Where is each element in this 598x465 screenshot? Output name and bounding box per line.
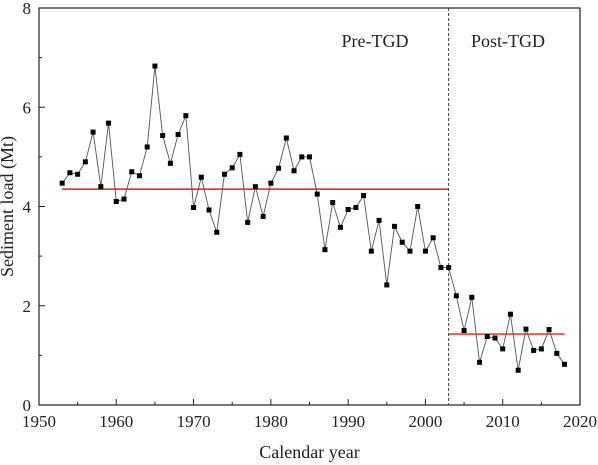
data-point — [477, 359, 483, 365]
x-tick-label: 1980 — [254, 412, 288, 431]
x-tick-label: 1990 — [331, 412, 365, 431]
x-tick-label: 2010 — [486, 412, 520, 431]
x-axis-title: Calendar year — [259, 442, 359, 462]
data-point — [484, 334, 490, 340]
data-point — [307, 154, 312, 160]
y-axis-title: Sediment load (Mt) — [0, 136, 18, 277]
data-point — [167, 160, 173, 166]
data-point — [430, 235, 436, 241]
data-point — [67, 170, 73, 176]
data-point — [337, 224, 343, 230]
data-point — [229, 165, 235, 171]
data-point — [144, 144, 150, 150]
y-tick-label: 6 — [23, 98, 32, 117]
annotation-pre-tgd: Pre-TGD — [342, 31, 409, 51]
mean-lines — [62, 188, 565, 335]
data-point — [237, 151, 243, 157]
series — [59, 63, 568, 373]
data-point — [75, 171, 81, 177]
data-point — [399, 239, 405, 245]
data-point — [206, 207, 212, 213]
data-point — [515, 367, 521, 373]
plot-frame — [38, 7, 581, 406]
plot-border — [38, 7, 581, 406]
data-point — [98, 184, 104, 190]
data-point — [268, 180, 274, 186]
data-point — [183, 113, 189, 119]
data-point — [283, 135, 289, 141]
data-point — [531, 347, 537, 353]
data-point — [538, 346, 544, 352]
y-tick-label: 0 — [23, 396, 32, 415]
data-point — [59, 180, 65, 186]
data-point — [198, 174, 204, 180]
x-tick-label: 2020 — [563, 412, 597, 431]
data-point — [136, 173, 142, 179]
data-point — [245, 219, 251, 225]
data-point — [546, 327, 552, 333]
data-point — [276, 165, 282, 171]
data-point — [129, 169, 135, 175]
data-point — [221, 171, 227, 177]
data-point — [314, 191, 320, 197]
data-point — [82, 159, 88, 165]
data-point — [299, 154, 305, 160]
data-point — [252, 184, 258, 190]
data-point — [469, 294, 475, 300]
series-line — [61, 66, 565, 371]
x-tick-label: 2000 — [408, 412, 442, 431]
data-point — [90, 129, 96, 135]
data-point — [562, 361, 568, 367]
data-point — [106, 120, 112, 126]
data-point — [384, 282, 390, 288]
data-point — [291, 168, 297, 174]
data-point — [368, 248, 374, 254]
data-point — [113, 199, 119, 205]
data-point — [523, 326, 529, 332]
data-point — [345, 206, 351, 212]
data-point — [376, 217, 382, 223]
x-tick-label: 1950 — [22, 412, 56, 431]
data-point — [330, 200, 336, 206]
data-point — [191, 204, 197, 210]
data-point — [353, 204, 359, 210]
data-point — [322, 247, 328, 253]
data-point — [554, 350, 560, 356]
y-axis: 0 2 4 6 8 — [23, 0, 45, 415]
data-point — [507, 311, 513, 317]
data-point — [453, 293, 459, 299]
data-point — [392, 223, 398, 229]
data-point — [415, 204, 421, 209]
data-point — [500, 346, 506, 352]
data-point — [152, 63, 158, 69]
data-point — [407, 248, 413, 254]
x-axis: 1950 1960 1970 1980 1990 2000 2010 2020 — [22, 399, 597, 431]
annotation-post-tgd: Post-TGD — [471, 31, 545, 51]
y-tick-label: 4 — [23, 198, 32, 217]
y-tick-label: 8 — [23, 0, 32, 18]
data-point — [260, 213, 266, 219]
data-point — [446, 265, 452, 271]
data-point — [121, 196, 127, 202]
data-point — [461, 328, 467, 334]
data-point — [492, 335, 498, 341]
data-point — [438, 265, 444, 271]
data-point — [214, 229, 220, 235]
x-tick-label: 1970 — [177, 412, 211, 431]
x-tick-label: 1960 — [99, 412, 133, 431]
data-point — [422, 248, 428, 254]
data-point — [361, 193, 367, 199]
y-tick-label: 2 — [23, 297, 32, 316]
data-point — [175, 132, 181, 138]
data-point — [160, 133, 166, 139]
